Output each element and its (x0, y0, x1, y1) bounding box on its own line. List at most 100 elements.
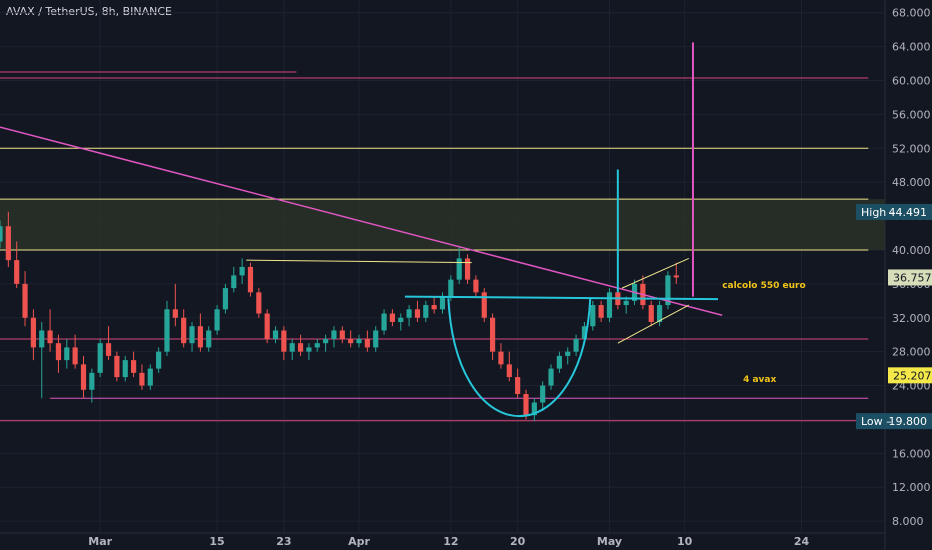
price-tag-label: Low – (861, 415, 892, 428)
price-tag-bg (888, 367, 932, 384)
candle-body (423, 305, 429, 318)
candle-body (214, 309, 220, 331)
candle-body (181, 317, 187, 344)
y-tick-label: 48.000 (892, 176, 931, 189)
flag-lower-line (617, 304, 690, 344)
candle-body (114, 355, 120, 378)
candle-body (206, 330, 212, 348)
y-tick-label: 56.000 (892, 108, 931, 121)
candle-body (648, 305, 654, 323)
candle-body (565, 351, 571, 356)
candle-body (548, 368, 554, 386)
candle-body (130, 360, 137, 373)
candle-body (147, 368, 153, 386)
y-tick-label: 16.000 (892, 447, 931, 460)
candle-body (239, 266, 245, 276)
candle-body (439, 296, 446, 310)
price-tag-value: 44.491 (889, 206, 928, 219)
price-tag-value: 19.800 (889, 415, 928, 428)
candle-body (72, 347, 78, 365)
candle-body (122, 360, 128, 378)
grid (0, 0, 885, 533)
candle-body (5, 226, 11, 261)
price-tag-label: High – (861, 206, 895, 219)
y-tick-label: 40.000 (892, 244, 931, 257)
candle-body (523, 394, 529, 416)
drawings (0, 42, 723, 417)
candle-body (331, 330, 337, 339)
candle-body (490, 317, 496, 352)
candle-body (306, 347, 312, 352)
candle-body (473, 279, 479, 293)
price-tag-bg (856, 203, 932, 220)
zone-rect (0, 199, 885, 250)
x-tick-label: 23 (276, 535, 291, 548)
x-tick-label: May (597, 535, 622, 548)
candle-body (606, 292, 613, 318)
candle-body (164, 309, 170, 352)
candle-body (64, 347, 70, 361)
candle-body (55, 343, 62, 361)
candle-body (573, 338, 579, 352)
candle-body (506, 364, 512, 378)
candle-body (97, 343, 103, 373)
candle-body (89, 372, 95, 390)
y-tick-label: 60.000 (892, 75, 931, 88)
price-tag-bg (888, 269, 932, 286)
candle-body (222, 288, 229, 310)
annotation-text: calcolo 550 euro (722, 281, 805, 291)
candle-body (339, 330, 345, 339)
symbol-title: AVAX / TetherUS, 8h, BINANCE (6, 5, 172, 18)
y-tick-label: 12.000 (892, 481, 931, 494)
x-tick-label: 20 (510, 535, 526, 548)
x-tick-label: Apr (348, 535, 370, 548)
short-resistance-line (246, 259, 472, 264)
candle-body (623, 300, 629, 306)
candle-body (231, 275, 237, 289)
candle-body (289, 343, 295, 352)
candle-body (22, 283, 28, 318)
candle-body (431, 305, 437, 310)
candle-body (448, 279, 454, 297)
flag-upper-line (621, 257, 690, 289)
x-tick-label: 10 (677, 535, 693, 548)
y-tick-label: 64.000 (892, 41, 931, 54)
candle-body (540, 385, 546, 403)
price-tag-value: 25.207 (893, 369, 932, 382)
candle-body (398, 317, 404, 323)
neckline (404, 295, 719, 301)
candle-body (105, 343, 112, 356)
candle-body (673, 275, 679, 278)
annotations: calcolo 550 euro 4 avax (722, 281, 805, 385)
candle-body (39, 330, 45, 348)
candle-body (47, 330, 53, 344)
candle-body (256, 292, 262, 314)
x-tick-label: Mar (88, 535, 112, 548)
horizontal-levels (0, 71, 869, 422)
candle-body (272, 330, 279, 339)
candle-body (656, 305, 663, 323)
x-tick-label: 12 (443, 535, 458, 548)
candle-body (481, 292, 487, 318)
resistance-zone (0, 199, 885, 250)
candle-body (314, 343, 320, 348)
candle-body (197, 326, 203, 348)
price-tag-value: 36.757 (893, 271, 932, 284)
trendline (0, 126, 723, 316)
candles (0, 211, 679, 422)
candle-body (414, 309, 421, 318)
candle-body (189, 326, 195, 344)
candle-body (80, 364, 87, 390)
candle-body (531, 402, 537, 416)
candle-body (581, 326, 588, 339)
candle-body (139, 372, 145, 386)
candle-body (356, 338, 362, 344)
candle-body (373, 330, 379, 348)
candle-body (515, 377, 521, 395)
price-tag-bg (856, 413, 932, 430)
candle-body (406, 309, 412, 318)
candle-body (281, 330, 287, 352)
time-axis[interactable]: Mar 15 23 Apr 12 20 May 10 24 (0, 532, 885, 548)
candle-body (456, 258, 462, 280)
